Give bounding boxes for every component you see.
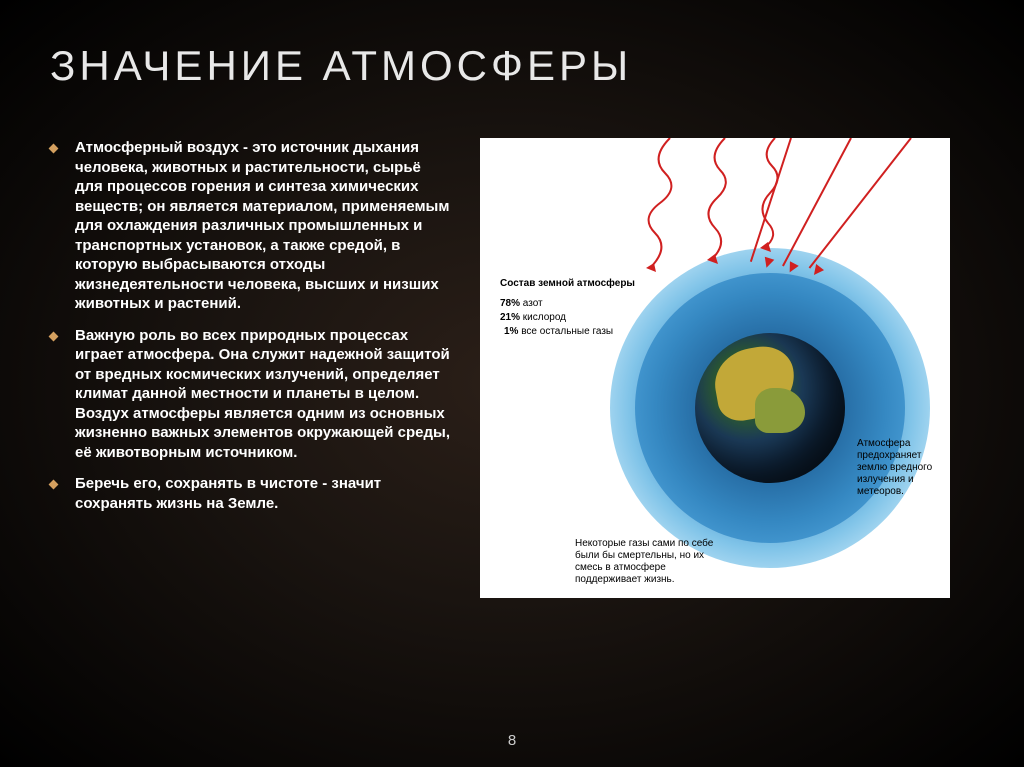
composition-name: азот — [523, 298, 543, 309]
bullet-text: Атмосферный воздух - это источник дыхани… — [75, 138, 450, 314]
earth-globe — [695, 333, 845, 483]
slide: ЗНАЧЕНИЕ АТМОСФЕРЫ Атмосферный воздух - … — [0, 0, 1024, 767]
bullet-text: Беречь его, сохранять в чистоте - значит… — [75, 474, 450, 513]
deflected-ray — [730, 138, 790, 253]
composition-pct: 21% — [500, 312, 520, 323]
continent — [755, 388, 805, 433]
composition-pct: 78% — [500, 298, 520, 309]
earth-system — [610, 248, 930, 568]
page-number: 8 — [508, 732, 516, 749]
bullet-icon — [49, 331, 59, 341]
right-caption: Атмосфера предохраняет землю вредного из… — [857, 438, 950, 498]
bullet-item: Атмосферный воздух - это источник дыхани… — [50, 138, 450, 314]
composition-title: Состав земной атмосферы — [500, 278, 635, 290]
content-row: Атмосферный воздух - это источник дыхани… — [50, 138, 974, 598]
slide-title: ЗНАЧЕНИЕ АТМОСФЕРЫ — [50, 42, 974, 90]
bullet-icon — [49, 480, 59, 490]
composition-pct: 1% — [504, 326, 518, 337]
bottom-caption: Некоторые газы сами по себе были бы смер… — [575, 538, 725, 586]
text-column: Атмосферный воздух - это источник дыхани… — [50, 138, 450, 598]
composition-row: 1% все остальные газы — [504, 326, 613, 338]
diagram-column: Состав земной атмосферы 78% азот 21% кис… — [480, 138, 950, 598]
composition-name: все остальные газы — [521, 326, 613, 337]
composition-name: кислород — [523, 312, 566, 323]
bullet-text: Важную роль во всех природных процессах … — [75, 326, 450, 463]
bullet-item: Важную роль во всех природных процессах … — [50, 326, 450, 463]
bullet-icon — [49, 144, 59, 154]
bullet-item: Беречь его, сохранять в чистоте - значит… — [50, 474, 450, 513]
composition-row: 21% кислород — [500, 312, 566, 324]
composition-row: 78% азот — [500, 298, 543, 310]
atmosphere-diagram: Состав земной атмосферы 78% азот 21% кис… — [480, 138, 950, 598]
